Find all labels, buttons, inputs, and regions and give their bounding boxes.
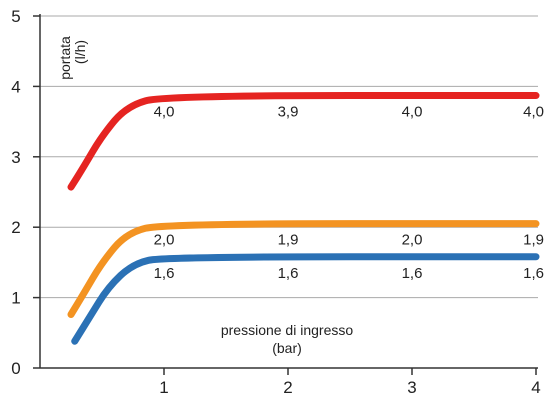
x-tick-label: 1 — [159, 378, 168, 397]
axes — [39, 14, 538, 369]
data-label: 1,9 — [278, 232, 299, 249]
data-label: 1,6 — [402, 265, 423, 282]
data-labels: 4,0 3,9 4,0 4,0 2,0 1,9 2,0 1,9 1,6 1,6 1,6 1,6 — [154, 104, 544, 282]
gridlines — [40, 15, 538, 299]
data-label: 1,6 — [154, 265, 175, 282]
x-tick-label: 3 — [407, 378, 416, 397]
series-line — [71, 253, 540, 345]
x-axis-label-line1: pressione di ingresso — [221, 322, 354, 338]
y-tick-label: 5 — [11, 7, 20, 26]
series-line — [67, 220, 540, 318]
series-line — [67, 92, 540, 191]
data-label: 1,9 — [523, 232, 544, 249]
data-label: 4,0 — [402, 104, 423, 121]
y-ticks: 0 1 2 3 4 5 — [11, 7, 40, 378]
x-tick-label: 2 — [283, 378, 292, 397]
data-label: 2,0 — [402, 232, 423, 249]
data-label: 1,6 — [278, 265, 299, 282]
y-tick-label: 4 — [11, 77, 20, 96]
data-label: 4,0 — [154, 104, 175, 121]
x-tick-label: 4 — [531, 378, 540, 397]
y-tick-label: 1 — [11, 289, 20, 308]
y-axis-label-line1: portata — [57, 36, 73, 80]
data-label: 1,6 — [523, 265, 544, 282]
y-tick-label: 3 — [11, 148, 20, 167]
y-axis-label-line2: (l/h) — [72, 40, 88, 64]
x-axis-label-line2: (bar) — [272, 340, 302, 356]
series-lines — [67, 92, 540, 345]
data-label: 4,0 — [523, 104, 544, 121]
x-ticks: 1 2 3 4 — [159, 368, 541, 397]
data-label: 3,9 — [278, 104, 299, 121]
y-tick-label: 0 — [11, 359, 20, 378]
data-label: 2,0 — [154, 232, 175, 249]
y-tick-label: 2 — [11, 218, 20, 237]
